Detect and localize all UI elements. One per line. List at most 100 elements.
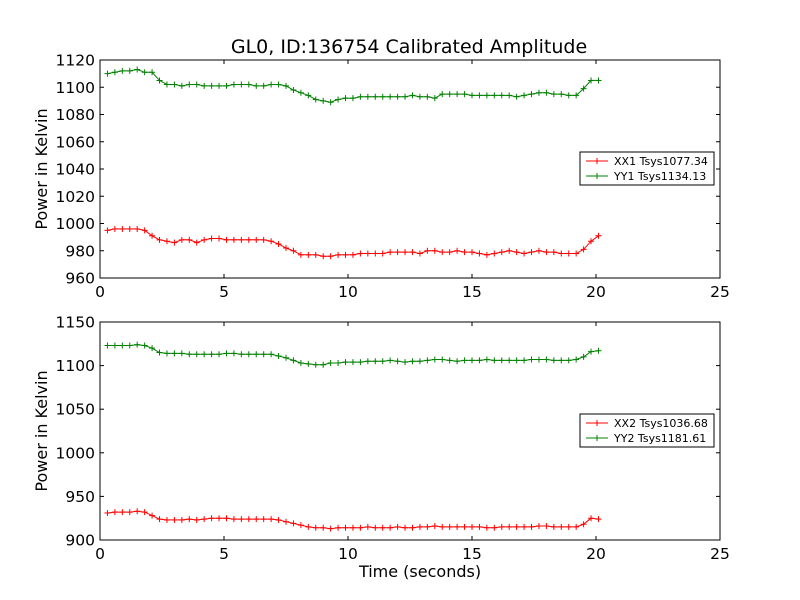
data-point-marker [134, 508, 141, 515]
series-2 [104, 66, 602, 106]
data-point-marker [245, 351, 252, 358]
data-point-marker [111, 342, 118, 349]
data-point-marker [126, 342, 133, 349]
data-point-marker [535, 523, 542, 530]
data-point-marker [491, 357, 498, 364]
data-point-marker [506, 247, 513, 254]
data-point-marker [253, 516, 260, 523]
data-point-marker [461, 523, 468, 530]
data-point-marker [223, 350, 230, 357]
data-point-marker [268, 351, 275, 358]
x-tick-label: 25 [710, 545, 730, 563]
data-point-marker [238, 81, 245, 88]
data-point-marker [558, 250, 565, 257]
data-point-marker [283, 518, 289, 525]
data-point-marker [305, 92, 312, 99]
data-point-marker [431, 356, 438, 363]
data-point-marker [193, 239, 200, 246]
data-point-marker [550, 357, 557, 364]
data-point-marker [528, 356, 535, 363]
data-point-marker [521, 357, 528, 364]
data-point-marker [260, 236, 267, 243]
data-point-marker [156, 77, 163, 84]
data-point-marker [104, 509, 111, 516]
data-point-marker [104, 70, 111, 77]
data-point-marker [141, 227, 148, 234]
data-point-marker [446, 249, 453, 256]
data-point-marker [305, 360, 312, 367]
series-1 [104, 225, 602, 260]
data-point-marker [134, 341, 141, 348]
data-point-marker [372, 524, 379, 531]
data-point-marker [469, 357, 475, 364]
y-tick-label: 960 [65, 270, 95, 288]
data-point-marker [349, 95, 356, 102]
y-tick-label: 1000 [56, 444, 95, 462]
data-point-marker [238, 516, 245, 523]
data-point-marker [290, 247, 297, 254]
data-point-marker [521, 250, 528, 257]
data-point-marker [565, 523, 572, 530]
data-point-marker [416, 250, 423, 257]
data-point-marker [372, 358, 379, 365]
data-point-marker [528, 91, 535, 98]
data-point-marker [357, 524, 364, 531]
data-point-marker [260, 516, 267, 523]
data-point-marker [201, 351, 208, 358]
data-point-marker [446, 91, 453, 98]
data-point-marker [394, 523, 401, 530]
data-point-marker [297, 359, 304, 366]
data-point-marker [394, 358, 401, 365]
data-point-marker [290, 86, 297, 93]
data-point-marker [104, 227, 111, 234]
data-point-marker [178, 236, 185, 243]
data-point-marker [372, 93, 379, 100]
chart-panel-2: 0 5 10 15 20 25 900 950 1000 1050 1100 1150 Power in… [32, 314, 730, 582]
data-point-marker [469, 249, 475, 256]
data-point-marker [387, 93, 394, 100]
y-tick-label: 980 [65, 242, 95, 260]
data-point-marker [349, 251, 356, 258]
data-point-marker [416, 93, 423, 100]
data-point-marker [201, 236, 208, 243]
data-point-marker [141, 69, 148, 76]
data-point-marker [357, 250, 364, 257]
data-point-marker [156, 236, 163, 243]
data-point-marker [104, 342, 111, 349]
data-point-marker [163, 238, 170, 245]
data-point-marker [297, 522, 304, 529]
data-point-marker [268, 238, 275, 245]
data-point-marker [171, 239, 178, 246]
data-point-marker [223, 82, 230, 89]
data-point-marker [149, 69, 156, 76]
data-point-marker [312, 251, 319, 258]
data-point-marker [550, 523, 557, 530]
data-point-marker [498, 92, 505, 99]
legend-label: XX2 Tsys1036.68 [614, 417, 708, 430]
data-point-marker [439, 356, 446, 363]
data-point-marker [335, 96, 342, 103]
data-point-marker [498, 357, 505, 364]
data-point-marker [379, 93, 386, 100]
data-point-marker [528, 523, 535, 530]
data-point-marker [119, 225, 126, 232]
y-axis-label: Power in Kelvin [32, 370, 51, 491]
x-tick-label: 0 [95, 545, 105, 563]
data-point-marker [156, 516, 163, 523]
data-point-marker [483, 524, 490, 531]
data-point-marker [245, 236, 252, 243]
data-point-marker [387, 357, 394, 364]
data-point-marker [208, 515, 215, 522]
data-point-marker [558, 91, 565, 98]
data-point-marker [431, 95, 438, 102]
data-point-marker [454, 358, 461, 365]
data-point-marker [186, 351, 193, 358]
data-point-marker [372, 250, 379, 257]
data-point-marker [349, 359, 356, 366]
data-point-marker [558, 523, 565, 530]
x-tick-label: 10 [338, 545, 358, 563]
data-point-marker [253, 82, 260, 89]
data-point-marker [379, 358, 386, 365]
y-tick-label: 1120 [56, 52, 95, 70]
legend-marker [594, 420, 600, 426]
